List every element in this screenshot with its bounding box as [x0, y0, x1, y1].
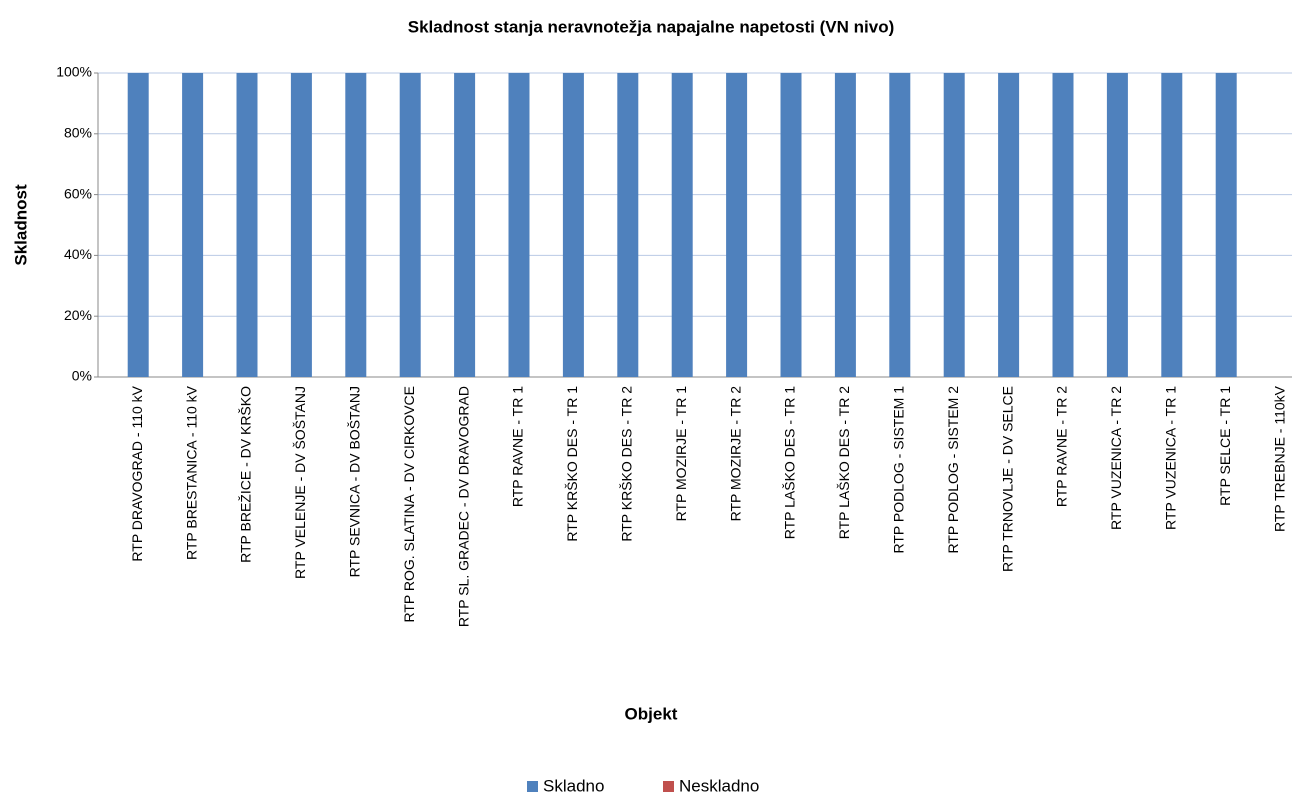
- x-tick-label: RTP PODLOG - SISTEM 1: [891, 386, 907, 554]
- bar: [562, 73, 584, 377]
- y-tick-label: 80%: [64, 125, 92, 141]
- x-tick-label: RTP LAŠKO DES - TR 2: [836, 386, 852, 539]
- bar: [454, 73, 476, 377]
- y-tick-label: 20%: [64, 307, 92, 323]
- x-tick-label: RTP SEVNICA - DV BOŠTANJ: [347, 386, 363, 577]
- legend-label: Neskladno: [679, 776, 759, 795]
- bar: [998, 73, 1020, 377]
- x-tick-label: RTP KRŠKO DES - TR 1: [564, 386, 580, 542]
- bar: [182, 73, 204, 377]
- x-tick-label: RTP SELCE - TR 1: [1217, 386, 1233, 506]
- x-tick-label: RTP VELENJE - DV ŠOŠTANJ: [292, 386, 308, 579]
- bar: [617, 73, 639, 377]
- bar: [889, 73, 911, 377]
- y-tick-label: 60%: [64, 185, 92, 201]
- legend-swatch: [527, 781, 538, 792]
- x-tick-label: RTP PODLOG - SISTEM 2: [945, 386, 961, 554]
- x-tick-label: RTP BREŽICE - DV KRŠKO: [238, 386, 254, 563]
- x-tick-label: RTP ROG. SLATINA - DV CIRKOVCE: [401, 386, 417, 623]
- y-axis-title: Skladnost: [11, 184, 30, 266]
- x-tick-label: RTP VUZENICA - TR 2: [1108, 386, 1124, 530]
- legend-label: Skladno: [543, 776, 604, 795]
- x-tick-label: RTP MOZIRJE - TR 1: [673, 386, 689, 522]
- x-tick-label: RTP LAŠKO DES - TR 1: [782, 386, 798, 539]
- x-axis-title: Objekt: [625, 704, 678, 723]
- x-tick-label: RTP RAVNE - TR 2: [1054, 386, 1070, 507]
- bar: [780, 73, 802, 377]
- bar: [1052, 73, 1074, 377]
- x-tick-label: RTP BRESTANICA - 110 kV: [183, 385, 199, 560]
- bar: [834, 73, 856, 377]
- bar: [1106, 73, 1128, 377]
- x-tick-label: RTP SL. GRADEC - DV DRAVOGRAD: [455, 386, 471, 627]
- bar: [1161, 73, 1183, 377]
- x-tick-label: RTP VUZENICA - TR 1: [1163, 386, 1179, 530]
- x-tick-label: RTP TRNOVLJE - DV SELCE: [999, 386, 1015, 572]
- y-tick-label: 0%: [72, 368, 92, 384]
- y-tick-label: 40%: [64, 246, 92, 262]
- bar: [127, 73, 149, 377]
- bar: [1215, 73, 1237, 377]
- x-tick-label: RTP MOZIRJE - TR 2: [727, 386, 743, 522]
- chart-title: Skladnost stanja neravnotežja napajalne …: [408, 17, 895, 36]
- x-tick-label: RTP KRŠKO DES - TR 2: [619, 386, 635, 542]
- bar: [943, 73, 965, 377]
- x-tick-label: RTP RAVNE - TR 1: [510, 386, 526, 507]
- bar: [508, 73, 530, 377]
- x-tick-label: RTP DRAVOGRAD - 110 kV: [129, 385, 145, 561]
- bar: [399, 73, 421, 377]
- y-tick-label: 100%: [56, 64, 92, 80]
- bar: [671, 73, 693, 377]
- bar: [290, 73, 312, 377]
- legend-swatch: [663, 781, 674, 792]
- x-tick-label: RTP TREBNJE - 110kV: [1271, 385, 1287, 532]
- bar: [236, 73, 258, 377]
- bar: [726, 73, 748, 377]
- bar: [345, 73, 367, 377]
